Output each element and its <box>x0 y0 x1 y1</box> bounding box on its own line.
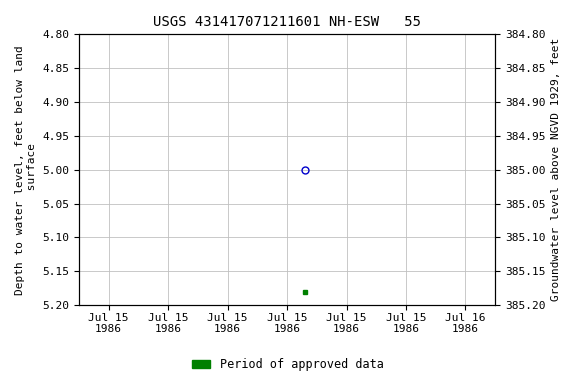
Y-axis label: Groundwater level above NGVD 1929, feet: Groundwater level above NGVD 1929, feet <box>551 38 561 301</box>
Title: USGS 431417071211601 NH-ESW   55: USGS 431417071211601 NH-ESW 55 <box>153 15 421 29</box>
Legend: Period of approved data: Period of approved data <box>188 354 388 376</box>
Y-axis label: Depth to water level, feet below land
 surface: Depth to water level, feet below land su… <box>15 45 37 295</box>
